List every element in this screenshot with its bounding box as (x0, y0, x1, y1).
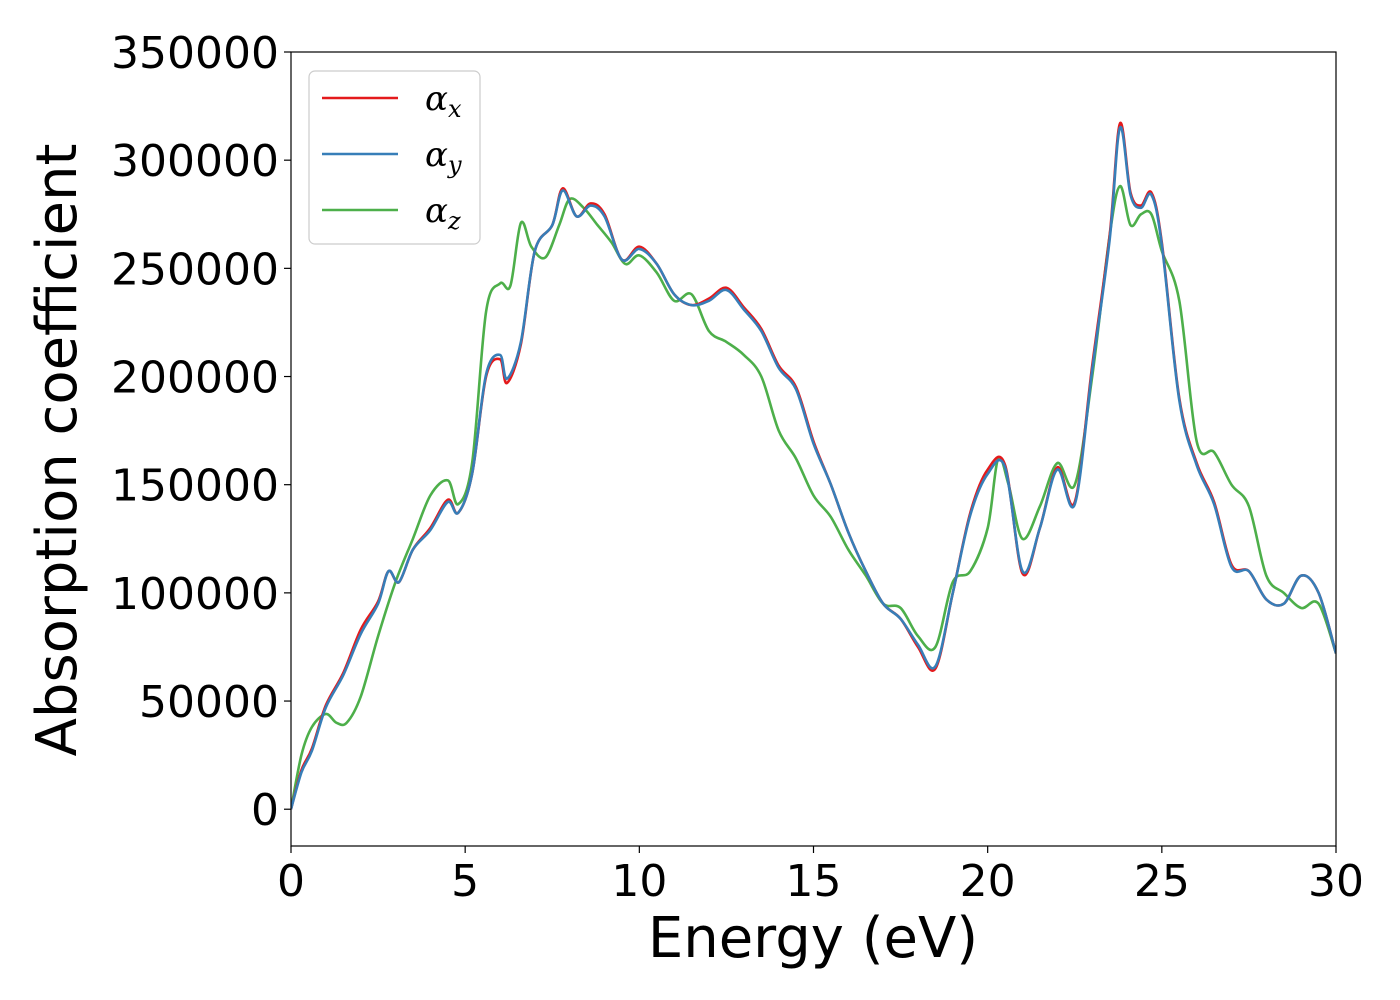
y-tick-label: 200000 (111, 353, 279, 404)
series-layer (291, 121, 1336, 810)
y-axis-title: Absorption coefficient (25, 144, 90, 757)
series-line-z (291, 184, 1336, 810)
legend: αx αy αz (308, 70, 481, 245)
x-tick-label: 5 (451, 856, 479, 907)
legend-label-z: αz (425, 191, 461, 235)
y-tick-label: 100000 (111, 569, 279, 620)
x-tick-label: 10 (611, 856, 667, 907)
y-tick-label: 50000 (139, 677, 279, 728)
x-tick-label: 15 (786, 856, 842, 907)
y-tick-label: 250000 (111, 244, 279, 295)
series-line-y (291, 126, 1336, 810)
legend-box (308, 70, 481, 245)
y-tick-label: 350000 (111, 28, 279, 79)
legend-label-x: αx (425, 79, 462, 123)
axes-layer: 0 5 10 15 20 25 30 0 50000 100000 150000 200000 2500… (111, 28, 1364, 907)
y-tick-label: 0 (251, 785, 279, 836)
x-tick-label: 30 (1308, 856, 1364, 907)
y-tick-label: 300000 (111, 136, 279, 187)
legend-label-y: αy (425, 135, 462, 179)
y-tick-label: 150000 (111, 461, 279, 512)
x-tick-label: 25 (1134, 856, 1190, 907)
x-axis-title: Energy (eV) (648, 906, 978, 971)
x-tick-label: 20 (960, 856, 1016, 907)
x-tick-label: 0 (277, 856, 305, 907)
